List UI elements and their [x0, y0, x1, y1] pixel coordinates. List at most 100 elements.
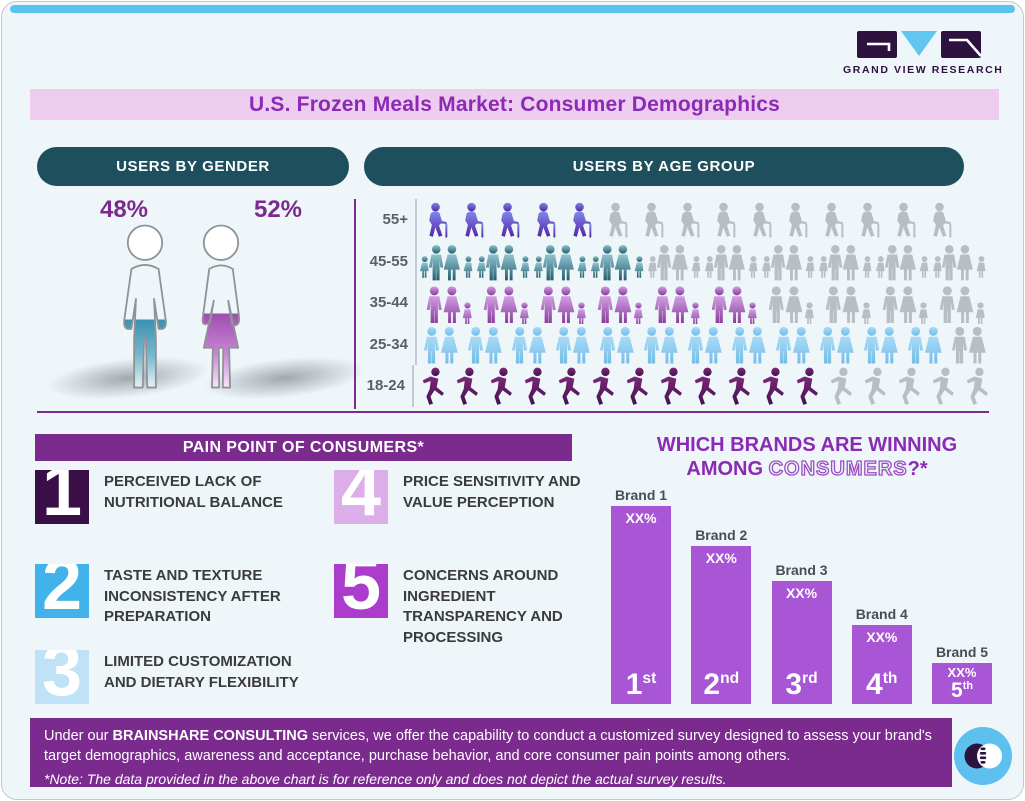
bar-column-brand-5: Brand 5 XX% 5th — [932, 482, 992, 704]
pain-point-5-number-badge: 5 — [334, 564, 388, 618]
age-row-icons — [415, 282, 989, 324]
bar-value-label: XX% — [705, 550, 737, 566]
family-with-two-adults-one-kid-icon — [704, 284, 761, 324]
bar-value-label: XX% — [947, 665, 977, 680]
footer-banner: Under our BRAINSHARE CONSULTING services… — [30, 718, 952, 787]
family-with-two-adults-one-kid-icon — [476, 284, 533, 324]
adult-couple-icon — [595, 325, 639, 365]
bar-rank-label: 2nd — [703, 668, 740, 701]
footer-note-text: *Note: The data provided in the above ch… — [44, 771, 727, 788]
age-row-icons — [412, 365, 994, 407]
title-banner: U.S. Frozen Meals Market: Consumer Demog… — [30, 89, 999, 120]
gvr-logo-mark-icon — [857, 31, 982, 58]
pain-points-header: PAIN POINT OF CONSUMERS* — [35, 434, 572, 461]
gvr-logo-text: GRAND VIEW RESEARCH — [843, 64, 1004, 76]
family-with-two-adults-two-kids-icon — [875, 242, 932, 282]
bar-rank-label: 4th — [866, 668, 898, 701]
pain-point-3-text: LIMITED CUSTOMIZATION AND DIETARY FLEXIB… — [104, 653, 299, 691]
family-with-two-adults-two-kids-icon — [419, 242, 476, 282]
age-row-label: 18-24 — [366, 377, 405, 395]
family-with-two-adults-one-kid-icon — [590, 284, 647, 324]
top-accent-strip — [10, 5, 1015, 13]
age-row-35-44: 35-44 — [364, 282, 994, 324]
elderly-person-with-cane-icon — [527, 201, 563, 241]
adult-couple-icon — [683, 325, 727, 365]
age-row-label: 45-55 — [369, 252, 408, 270]
bar-rank-label: 1st — [625, 668, 657, 701]
bar-value-label: XX% — [866, 629, 898, 645]
adult-couple-icon — [771, 325, 815, 365]
walking-young-person-icon — [416, 367, 450, 407]
age-row-45-55: 45-55 — [364, 240, 994, 282]
male-percentage-label: 48% — [99, 196, 149, 223]
family-with-two-adults-one-kid-icon — [419, 284, 476, 324]
family-with-two-adults-two-kids-icon — [818, 242, 875, 282]
pain-point-2-number-badge: 2 — [35, 564, 89, 618]
bar-brand-label: Brand 4 — [855, 606, 908, 622]
age-group-pictograph: 55+ 45-55 35-44 25-34 18-24 — [364, 199, 994, 407]
bar-column-brand-1: Brand 1 XX% 1st — [611, 482, 671, 704]
family-with-two-adults-two-kids-icon — [476, 242, 533, 282]
pain-point-5: 5 CONCERNS AROUND INGREDIENT TRANSPARENC… — [334, 564, 614, 649]
adult-couple-icon — [947, 325, 991, 365]
bar: XX% 5th — [932, 663, 992, 704]
family-with-two-adults-two-kids-icon — [704, 242, 761, 282]
bar-column-brand-2: Brand 2 XX% 2nd — [691, 482, 752, 704]
family-with-two-adults-one-kid-icon — [647, 284, 704, 324]
pain-point-5-text: CONCERNS AROUND INGREDIENT TRANSPARENCY … — [403, 567, 563, 647]
walking-young-person-icon — [518, 367, 552, 407]
footer-body-text: Under our BRAINSHARE CONSULTING services… — [44, 728, 932, 764]
bar-brand-label: Brand 3 — [775, 562, 828, 578]
family-with-two-adults-two-kids-icon — [590, 242, 647, 282]
pain-point-4: 4 PRICE SENSITIVITY AND VALUE PERCEPTION — [334, 470, 614, 524]
family-with-two-adults-one-kid-icon — [533, 284, 590, 324]
family-with-two-adults-one-kid-icon — [761, 284, 818, 324]
adult-couple-icon — [463, 325, 507, 365]
bar-value-label: XX% — [625, 510, 657, 526]
page-title: U.S. Frozen Meals Market: Consumer Demog… — [248, 92, 781, 116]
bar: XX% 3rd — [771, 581, 832, 704]
family-with-two-adults-two-kids-icon — [932, 242, 989, 282]
walking-young-person-icon — [654, 367, 688, 407]
walking-young-person-icon — [926, 367, 960, 407]
section-divider — [37, 411, 989, 413]
adult-couple-icon — [419, 325, 463, 365]
brainshare-consulting-icon — [954, 727, 1012, 785]
elderly-person-with-cane-icon — [779, 201, 815, 241]
age-row-18-24: 18-24 — [364, 365, 994, 407]
age-row-icons — [415, 323, 991, 365]
elderly-person-with-cane-icon — [707, 201, 743, 241]
bar-brand-label: Brand 5 — [935, 644, 989, 660]
walking-young-person-icon — [960, 367, 994, 407]
age-row-icons — [415, 240, 989, 282]
adult-couple-icon — [639, 325, 683, 365]
bar-column-brand-4: Brand 4 XX% 4th — [851, 482, 912, 704]
elderly-person-with-cane-icon — [635, 201, 671, 241]
age-row-label: 35-44 — [369, 294, 408, 312]
brands-chart-title: WHICH BRANDS ARE WINNING AMONG CONSUMERS… — [656, 434, 958, 481]
elderly-person-with-cane-icon — [815, 201, 851, 241]
family-with-two-adults-two-kids-icon — [533, 242, 590, 282]
pain-point-1: 1 PERCEIVED LACK OF NUTRITIONAL BALANCE — [35, 470, 315, 524]
gender-section-header: USERS BY GENDER — [37, 147, 349, 186]
walking-young-person-icon — [586, 367, 620, 407]
male-figure-icon — [123, 224, 167, 389]
walking-young-person-icon — [722, 367, 756, 407]
pain-point-2-text: TASTE AND TEXTURE INCONSISTENCY AFTER PR… — [104, 567, 281, 626]
pain-point-3: 3 LIMITED CUSTOMIZATION AND DIETARY FLEX… — [35, 650, 315, 704]
pain-point-4-number-badge: 4 — [334, 470, 388, 524]
family-with-two-adults-two-kids-icon — [647, 242, 704, 282]
elderly-person-with-cane-icon — [563, 201, 599, 241]
elderly-person-with-cane-icon — [887, 201, 923, 241]
walking-young-person-icon — [620, 367, 654, 407]
female-percentage-label: 52% — [253, 196, 303, 223]
bar-brand-label: Brand 1 — [614, 487, 668, 503]
bar: XX% 1st — [611, 506, 671, 704]
elderly-person-with-cane-icon — [599, 201, 635, 241]
age-row-label: 25-34 — [369, 335, 408, 353]
walking-young-person-icon — [450, 367, 484, 407]
pain-point-1-number-badge: 1 — [35, 470, 89, 524]
elderly-person-with-cane-icon — [923, 201, 959, 241]
